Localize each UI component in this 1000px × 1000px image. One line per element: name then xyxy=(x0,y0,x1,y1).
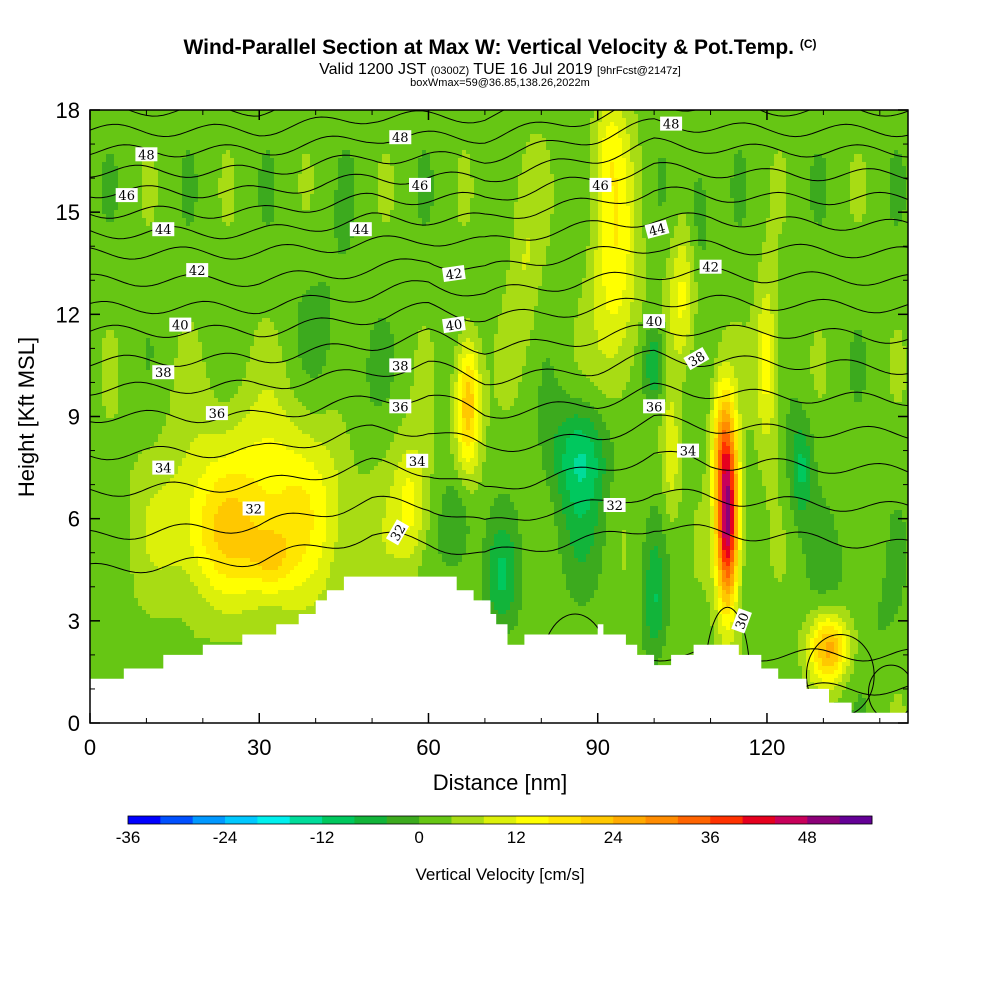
colorbar-swatch xyxy=(516,816,549,824)
theta-label: 36 xyxy=(206,406,228,422)
theta-label: 48 xyxy=(389,130,411,146)
colorbar-swatch xyxy=(387,816,420,824)
theta-label: 32 xyxy=(243,502,265,518)
colorbar-swatch xyxy=(484,816,517,824)
colorbar: -36 -24 -12 0 12 24 36 48 xyxy=(116,816,873,847)
colorbar-swatch xyxy=(451,816,484,824)
theta-label: 46 xyxy=(590,178,612,194)
colorbar-swatch xyxy=(613,816,646,824)
theta-label: 38 xyxy=(152,365,174,381)
x-tick-label: 90 xyxy=(585,735,609,760)
colorbar-tick-label: 24 xyxy=(604,828,623,847)
y-tick-label: 18 xyxy=(56,98,80,123)
colorbar-swatch xyxy=(419,816,452,824)
theta-label: 34 xyxy=(406,454,428,470)
cross-section-chart: 4846444240383634324846444240383634324846… xyxy=(0,0,1000,1000)
colorbar-swatch xyxy=(807,816,840,824)
theta-label: 34 xyxy=(677,444,699,460)
y-tick-label: 15 xyxy=(56,200,80,225)
colorbar-tick-label: 12 xyxy=(507,828,526,847)
theta-label: 36 xyxy=(643,399,665,415)
theta-label: 44 xyxy=(350,222,372,238)
colorbar-swatch xyxy=(257,816,290,824)
theta-label: 42 xyxy=(186,263,208,279)
x-axis-title: Distance [nm] xyxy=(433,770,568,795)
colorbar-swatch xyxy=(678,816,711,824)
theta-label: 46 xyxy=(409,178,431,194)
theta-label: 42 xyxy=(700,260,722,276)
colorbar-tick-label: -24 xyxy=(213,828,238,847)
theta-label: 32 xyxy=(604,498,626,514)
colorbar-title: Vertical Velocity [cm/s] xyxy=(415,865,584,884)
y-tick-label: 3 xyxy=(68,609,80,634)
colorbar-swatch xyxy=(160,816,193,824)
theta-label: 40 xyxy=(169,318,191,334)
colorbar-tick-label: 0 xyxy=(414,828,423,847)
y-tick-label: 12 xyxy=(56,302,80,327)
colorbar-swatch xyxy=(225,816,258,824)
colorbar-swatch xyxy=(549,816,582,824)
colorbar-tick-label: 36 xyxy=(701,828,720,847)
theta-label: 48 xyxy=(135,147,157,163)
theta-label: 40 xyxy=(643,314,665,330)
colorbar-tick-label: -12 xyxy=(310,828,335,847)
colorbar-tick-label: 48 xyxy=(798,828,817,847)
colorbar-swatch xyxy=(840,816,873,824)
theta-label: 48 xyxy=(660,117,682,133)
y-tick-label: 0 xyxy=(68,711,80,736)
x-tick-label: 30 xyxy=(247,735,271,760)
theta-label: 36 xyxy=(389,399,411,415)
colorbar-swatch xyxy=(290,816,323,824)
colorbar-swatch xyxy=(322,816,355,824)
x-tick-label: 60 xyxy=(416,735,440,760)
theta-label: 34 xyxy=(152,461,174,477)
y-tick-label: 9 xyxy=(68,405,80,430)
colorbar-swatch xyxy=(354,816,387,824)
x-tick-label: 0 xyxy=(84,735,96,760)
colorbar-swatch xyxy=(128,816,161,824)
y-axis-title: Height [Kft MSL] xyxy=(14,337,39,497)
x-tick-label: 120 xyxy=(749,735,786,760)
theta-label: 38 xyxy=(389,358,411,374)
colorbar-swatch xyxy=(646,816,679,824)
theta-label: 46 xyxy=(116,188,138,204)
theta-contour-49 xyxy=(90,60,908,117)
theta-label: 44 xyxy=(152,222,174,238)
colorbar-swatch xyxy=(193,816,226,824)
y-tick-label: 6 xyxy=(68,507,80,532)
theta-label: 40 xyxy=(442,316,466,335)
colorbar-swatch xyxy=(743,816,776,824)
colorbar-swatch xyxy=(710,816,743,824)
colorbar-tick-label: -36 xyxy=(116,828,141,847)
colorbar-swatch xyxy=(775,816,808,824)
colorbar-swatch xyxy=(581,816,614,824)
theta-label: 42 xyxy=(442,265,466,284)
